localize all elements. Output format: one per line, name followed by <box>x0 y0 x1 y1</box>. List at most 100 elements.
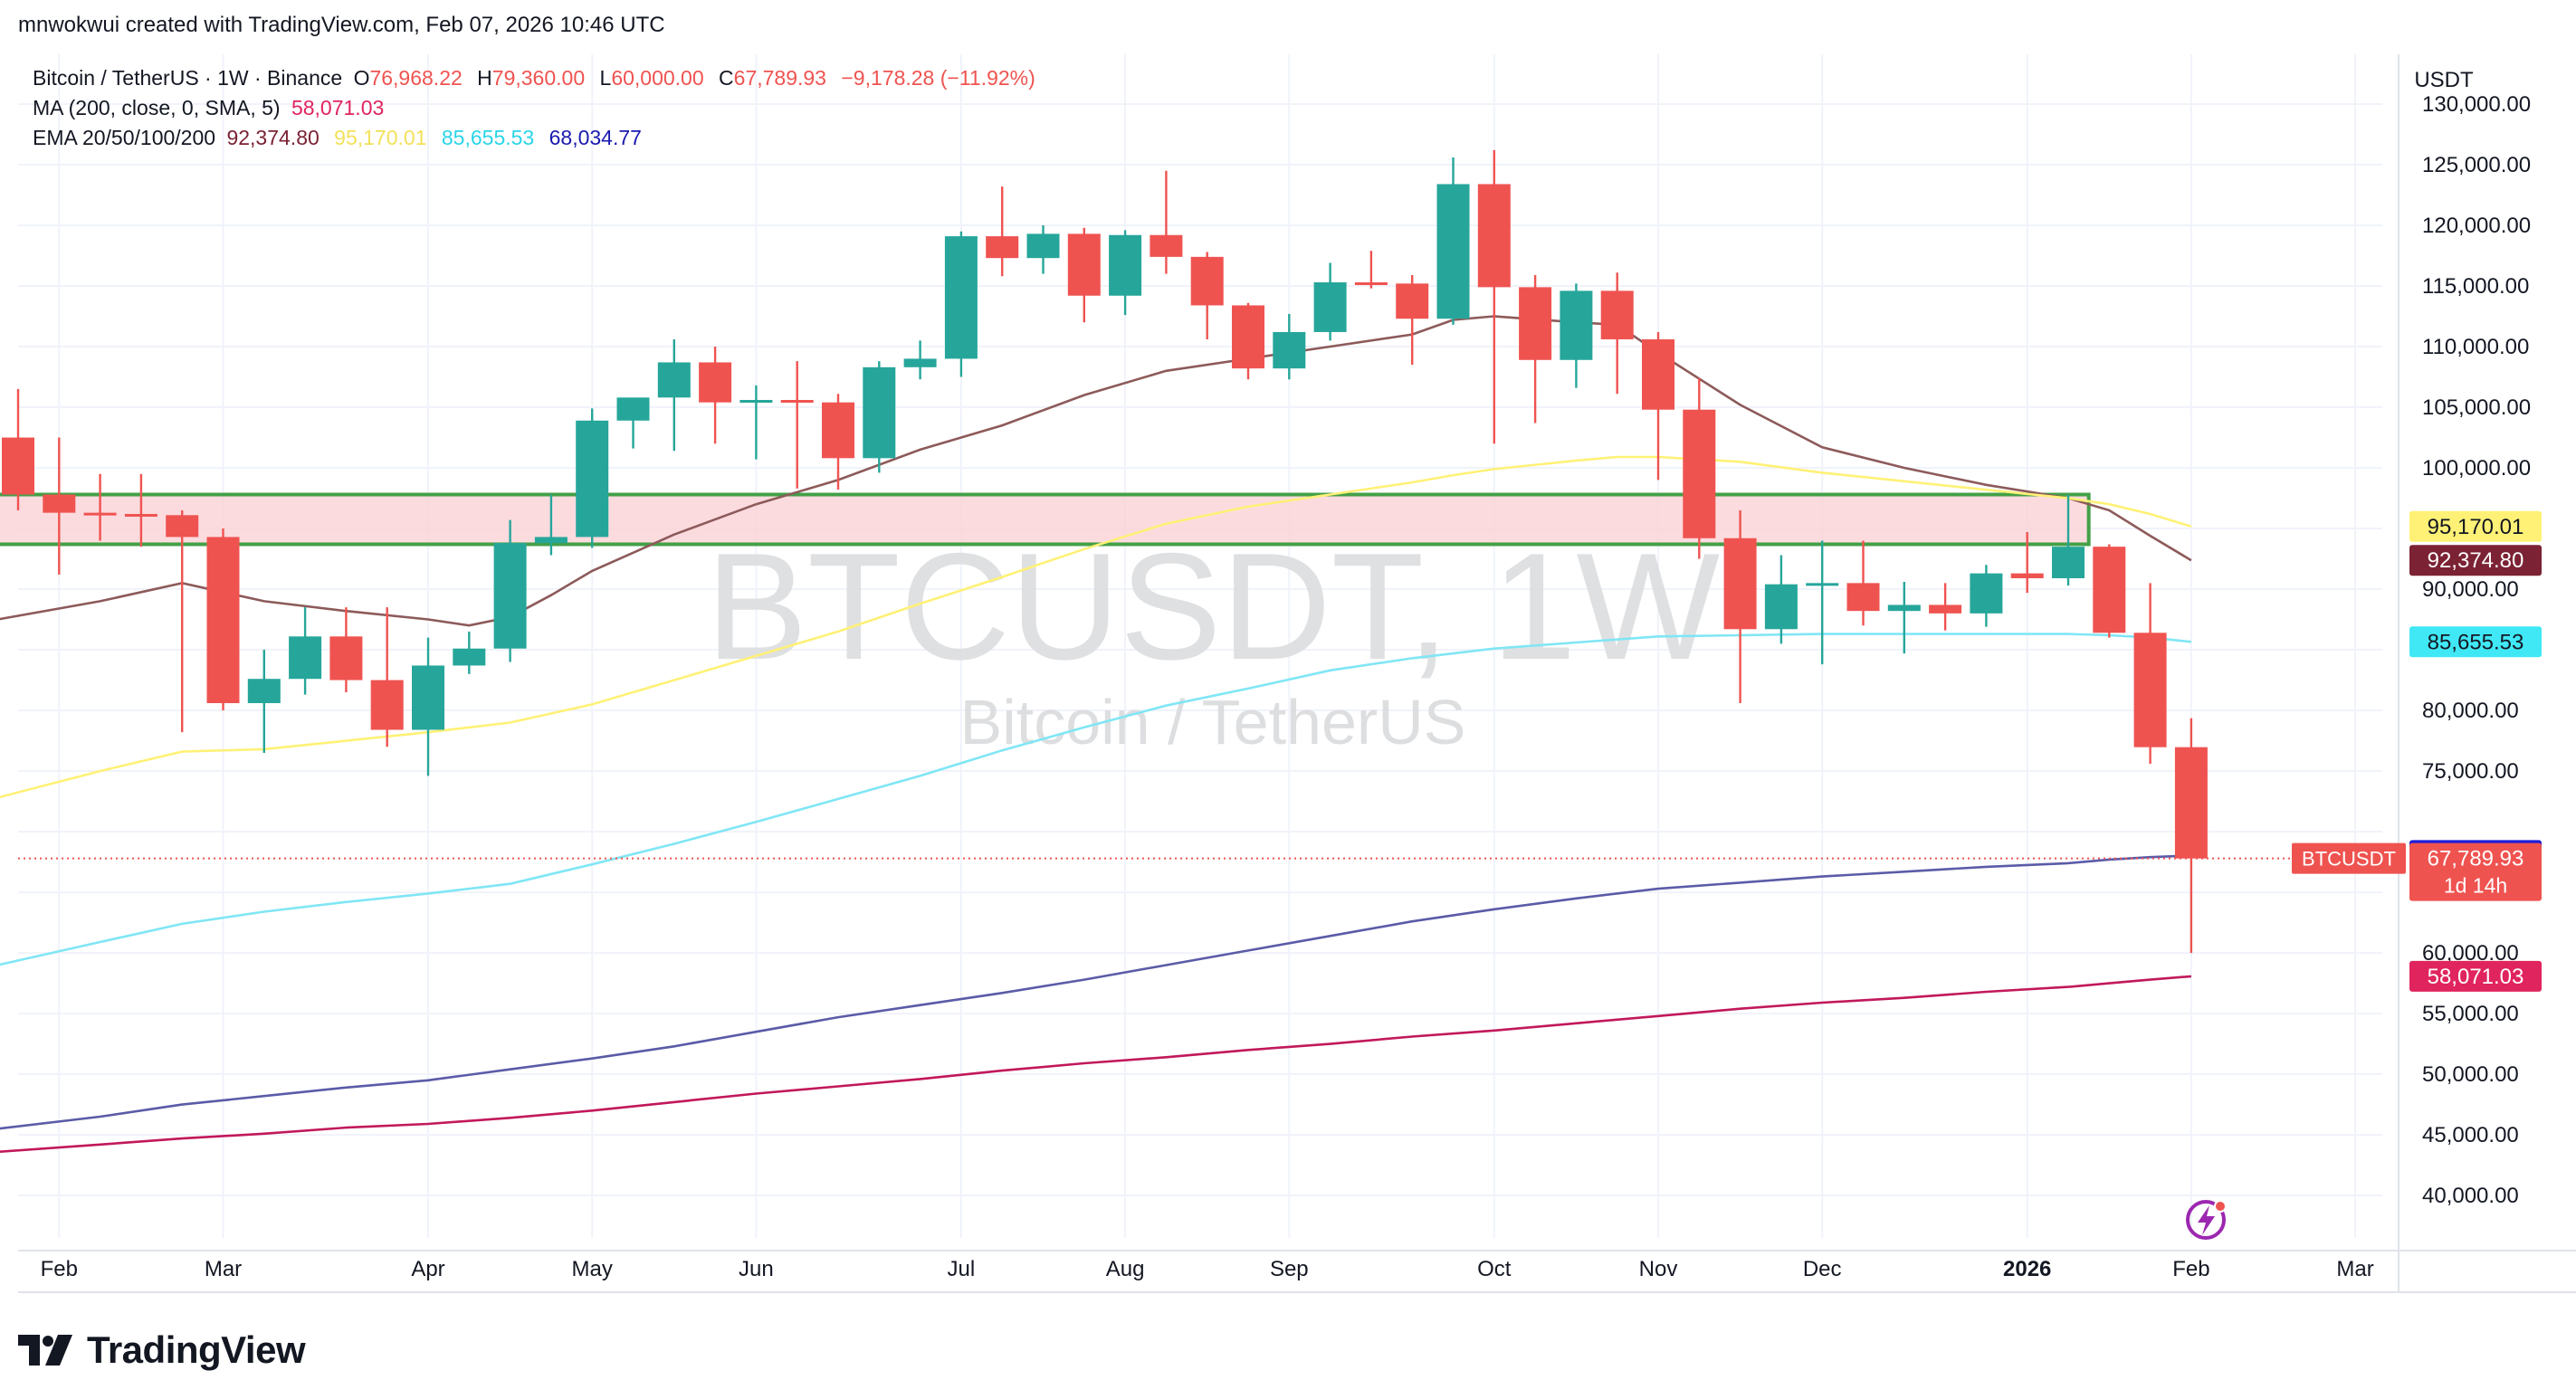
x-tick-label: Feb <box>2172 1257 2209 1281</box>
candle-body <box>780 399 814 403</box>
x-tick-label: May <box>572 1257 613 1281</box>
y-tick-label: 55,000.00 <box>2422 1002 2519 1026</box>
price-badges: 95,170.0192,374.8085,655.5368,034.7758,0… <box>2409 510 2542 992</box>
chart-legend: Bitcoin / TetherUS · 1W · Binance O76,96… <box>33 63 1045 153</box>
x-tick-label: Jul <box>948 1257 976 1281</box>
candle-body <box>1190 256 1224 306</box>
x-tick-label: 2026 <box>2003 1257 2051 1281</box>
candle-body <box>1887 604 1921 612</box>
legend-symbol: Bitcoin / TetherUS · 1W · Binance <box>33 66 343 90</box>
candle-body <box>1970 573 2003 614</box>
legend-ma-value: 58,071.03 <box>291 96 385 119</box>
y-tick-label: 115,000.00 <box>2422 274 2529 299</box>
x-tick-label: Mar <box>2336 1257 2373 1281</box>
time-axis[interactable]: Feb Mar Apr May Jun Jul Aug Sep Oct Nov Dec 2026 Feb… <box>41 1257 2374 1281</box>
zone-rect <box>0 492 2091 547</box>
y-tick-label: 45,000.00 <box>2422 1123 2519 1147</box>
price-badge-bg <box>2409 510 2542 542</box>
candle-body <box>493 543 527 649</box>
legend-ma-label: MA (200, close, 0, SMA, 5) <box>33 96 281 119</box>
x-tick-label: Aug <box>1106 1257 1145 1281</box>
line-ma-200 <box>0 975 2192 1154</box>
last-price-badge-value: 67,789.93 <box>2428 847 2524 871</box>
candle-body <box>2 437 34 495</box>
legend-close: C67,789.93 <box>719 66 826 90</box>
price-badge-label: 95,170.01 <box>2428 515 2524 539</box>
candle-body <box>206 537 240 704</box>
candle-body <box>1232 305 1264 369</box>
y-tick-label: 125,000.00 <box>2422 153 2531 177</box>
candle-body <box>739 399 773 403</box>
tradingview-logo-icon <box>18 1335 72 1366</box>
line-ema-200 <box>0 854 2191 1130</box>
x-tick-label: Jun <box>739 1257 774 1281</box>
credit-line: mnwokwui created with TradingView.com, F… <box>18 13 665 37</box>
y-tick-label: 90,000.00 <box>2422 577 2519 602</box>
y-tick-label: 110,000.00 <box>2422 335 2529 359</box>
currency-label: USDT <box>2414 68 2474 92</box>
candle-body <box>699 362 732 403</box>
candle-body <box>986 236 1019 259</box>
candle-body <box>863 366 896 459</box>
candle-body <box>247 679 281 704</box>
legend-low: L60,000.00 <box>599 66 704 90</box>
x-tick-label: Sep <box>1270 1257 1309 1281</box>
candle-body <box>903 358 937 367</box>
candle-body <box>1026 233 1060 259</box>
y-tick-label: 80,000.00 <box>2422 699 2519 723</box>
last-price-tag-bg <box>2292 842 2406 874</box>
candle-body <box>124 513 157 517</box>
candle-body <box>329 636 363 680</box>
last-price-badge-bg <box>2409 842 2542 901</box>
x-tick-label: Dec <box>1803 1257 1842 1281</box>
x-tick-label: Feb <box>41 1257 78 1281</box>
line-ema-100 <box>0 633 2192 966</box>
legend-symbol-row: Bitcoin / TetherUS · 1W · Binance O76,96… <box>33 63 1045 93</box>
lightning-icon[interactable] <box>2186 1200 2227 1240</box>
last-price-countdown: 1d 14h <box>2444 874 2507 898</box>
supply-zone <box>0 492 2091 547</box>
candle-body <box>412 665 444 730</box>
watermark: BTCUSDT, 1W Bitcoin / TetherUS <box>706 521 1720 757</box>
x-tick-label: Oct <box>1477 1257 1512 1281</box>
price-badge-label: 58,071.03 <box>2428 965 2524 989</box>
candle-body <box>1150 234 1183 257</box>
tradingview-logo-text: TradingView <box>87 1328 306 1371</box>
candle-body <box>1846 583 1880 612</box>
candle-body <box>1067 233 1101 296</box>
candle-body <box>289 636 322 680</box>
x-tick-label: Nov <box>1639 1257 1678 1281</box>
y-tick-label: 75,000.00 <box>2422 759 2519 784</box>
candle-body <box>1764 584 1798 630</box>
candle-body <box>1109 234 1142 296</box>
candle-body <box>453 648 486 666</box>
x-tick-label: Apr <box>411 1257 444 1281</box>
candle-body <box>166 515 199 538</box>
legend-ema50-value: 95,170.01 <box>334 126 427 149</box>
legend-ema-row: EMA 20/50/100/200 92,374.80 95,170.01 85… <box>33 123 1045 153</box>
candle-body <box>83 512 117 516</box>
price-badge-bg <box>2409 960 2542 992</box>
price-axis[interactable]: USDT 40,000.00 45,000.00 50,000.00 55,000.00… <box>2414 68 2531 1208</box>
candle-body <box>1436 184 1470 319</box>
legend-ema100-value: 85,655.53 <box>441 126 535 149</box>
candle-body <box>534 537 568 544</box>
candle-body <box>616 397 650 421</box>
legend-ema20-value: 92,374.80 <box>226 126 320 149</box>
y-tick-label: 120,000.00 <box>2422 214 2531 238</box>
price-badge-bg <box>2409 545 2542 576</box>
legend-high: H79,360.00 <box>477 66 586 90</box>
candle-body <box>944 236 978 359</box>
candle-body <box>2010 573 2044 578</box>
y-tick-label: 105,000.00 <box>2422 395 2531 420</box>
x-tick-label: Mar <box>205 1257 242 1281</box>
candle-body <box>2174 747 2208 859</box>
tradingview-logo[interactable]: TradingView <box>18 1328 306 1372</box>
candle-body <box>657 362 691 398</box>
candle-body <box>43 494 76 513</box>
legend-ema200-value: 68,034.77 <box>549 126 642 149</box>
candle-body <box>1806 583 1839 586</box>
candle-body <box>1396 283 1429 319</box>
